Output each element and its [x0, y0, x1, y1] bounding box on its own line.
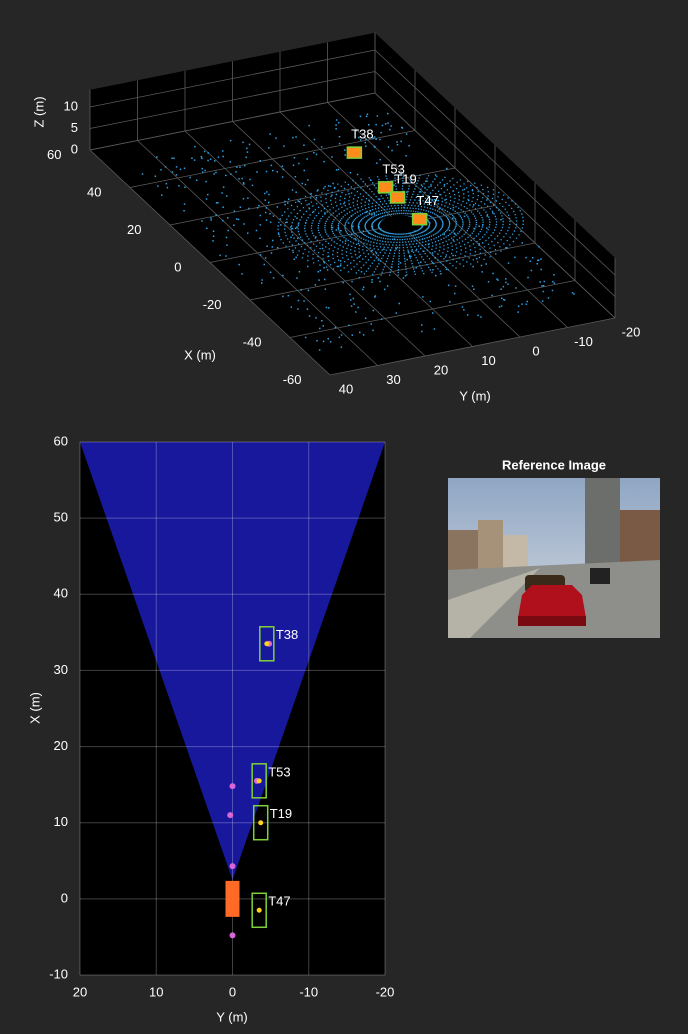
x-tick-label: -20 — [203, 297, 222, 312]
x-tick-label: 60 — [47, 147, 61, 162]
track-box — [259, 626, 275, 662]
track-label: T19 — [270, 806, 292, 821]
track-label: T53 — [268, 764, 290, 779]
grid-line — [89, 92, 376, 151]
y-tick-label: 20 — [54, 738, 68, 753]
grid-line — [374, 92, 616, 319]
track-center — [256, 778, 262, 784]
track-label: T38 — [351, 127, 373, 142]
x-tick-label: -40 — [243, 335, 262, 350]
track-label: T47 — [416, 193, 438, 208]
detection — [227, 812, 234, 819]
y-tick-label: 20 — [434, 362, 448, 377]
y-tick-label: 0 — [532, 343, 539, 358]
z-tick-label: 5 — [71, 120, 78, 135]
y-axis-label: X (m) — [27, 692, 42, 724]
grid-line — [89, 49, 376, 108]
image-title: Reference Image — [502, 457, 606, 472]
grid-line — [89, 71, 376, 129]
grid-line — [374, 71, 616, 297]
reference-image — [448, 478, 660, 638]
track-center — [256, 907, 262, 913]
track-box — [411, 212, 428, 226]
track-center — [264, 641, 270, 647]
track-label: T53 — [382, 161, 404, 176]
x-tick-label: -10 — [299, 984, 318, 999]
track-box — [251, 763, 267, 799]
x-tick-label: 0 — [174, 260, 181, 275]
grid-line — [137, 140, 378, 366]
y-tick-label: 60 — [54, 433, 68, 448]
track-box — [252, 804, 269, 841]
x-tick-label: 0 — [229, 984, 236, 999]
grid-line — [89, 149, 331, 376]
detection — [229, 863, 236, 870]
z-tick-label: 0 — [71, 141, 78, 156]
grid-line — [327, 102, 568, 328]
ego-shadow — [380, 215, 420, 234]
track-center — [258, 820, 264, 826]
z-axis-label: Z (m) — [31, 96, 46, 127]
y-tick-label: 10 — [481, 353, 495, 368]
x-tick-label: -20 — [376, 984, 395, 999]
y-tick-label: 30 — [54, 662, 68, 677]
ego-vehicle — [225, 880, 240, 917]
y-tick-label: 10 — [54, 814, 68, 829]
x-axis-label: Y (m) — [216, 1009, 248, 1024]
track-label: T47 — [268, 894, 290, 909]
track-label: T19 — [394, 171, 416, 186]
y-tick-label: 0 — [61, 890, 68, 905]
y-tick-label: 40 — [339, 381, 353, 396]
track-box — [389, 191, 406, 204]
x-tick-label: -60 — [283, 372, 302, 387]
detection — [229, 783, 236, 790]
y-tick-label: -20 — [622, 324, 641, 339]
track-box — [377, 181, 394, 194]
detection — [229, 932, 236, 939]
y-tick-label: -10 — [574, 334, 593, 349]
y-tick-label: 40 — [54, 586, 68, 601]
x-tick-label: 20 — [127, 222, 141, 237]
z-tick-label: 10 — [64, 98, 78, 113]
x-tick-label: 40 — [87, 185, 101, 200]
x-tick-label: 10 — [149, 984, 163, 999]
y-tick-label: 30 — [386, 372, 400, 387]
y-tick-label: -10 — [49, 966, 68, 981]
y-tick-label: 50 — [54, 510, 68, 525]
grid-line — [374, 49, 616, 276]
track-box — [251, 892, 267, 929]
grid-line — [184, 130, 426, 357]
x-axis-label: X (m) — [184, 347, 216, 362]
track-box — [346, 146, 363, 159]
coverage-area — [80, 442, 385, 880]
y-axis-label: Y (m) — [459, 388, 491, 403]
track-label: T38 — [276, 627, 298, 642]
x-tick-label: 20 — [73, 984, 87, 999]
